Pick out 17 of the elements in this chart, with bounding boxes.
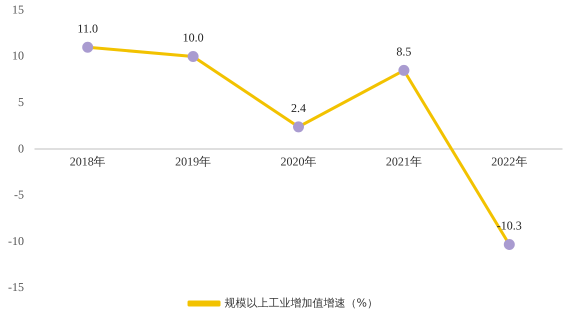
x-tick-label: 2018年 — [70, 154, 106, 168]
x-tick-label: 2022年 — [491, 154, 528, 168]
y-tick-label: 0 — [18, 141, 24, 156]
y-tick-label: 10 — [12, 48, 24, 63]
y-tick-label: -10 — [8, 234, 24, 248]
y-tick-label: 5 — [18, 94, 24, 109]
data-label: 2.4 — [291, 101, 306, 116]
data-label: 11.0 — [77, 21, 98, 36]
y-tick-label: -5 — [14, 188, 24, 202]
data-label: 8.5 — [396, 44, 412, 59]
data-label: 10.0 — [182, 30, 204, 45]
y-tick-label: -15 — [8, 280, 24, 294]
x-tick-label: 2020年 — [280, 154, 316, 168]
x-tick-label: 2021年 — [386, 154, 422, 168]
legend-label: 规模以上工业增加值增速（%） — [224, 296, 378, 310]
y-tick-label: 15 — [12, 2, 24, 16]
x-tick-label: 2019年 — [175, 154, 212, 168]
